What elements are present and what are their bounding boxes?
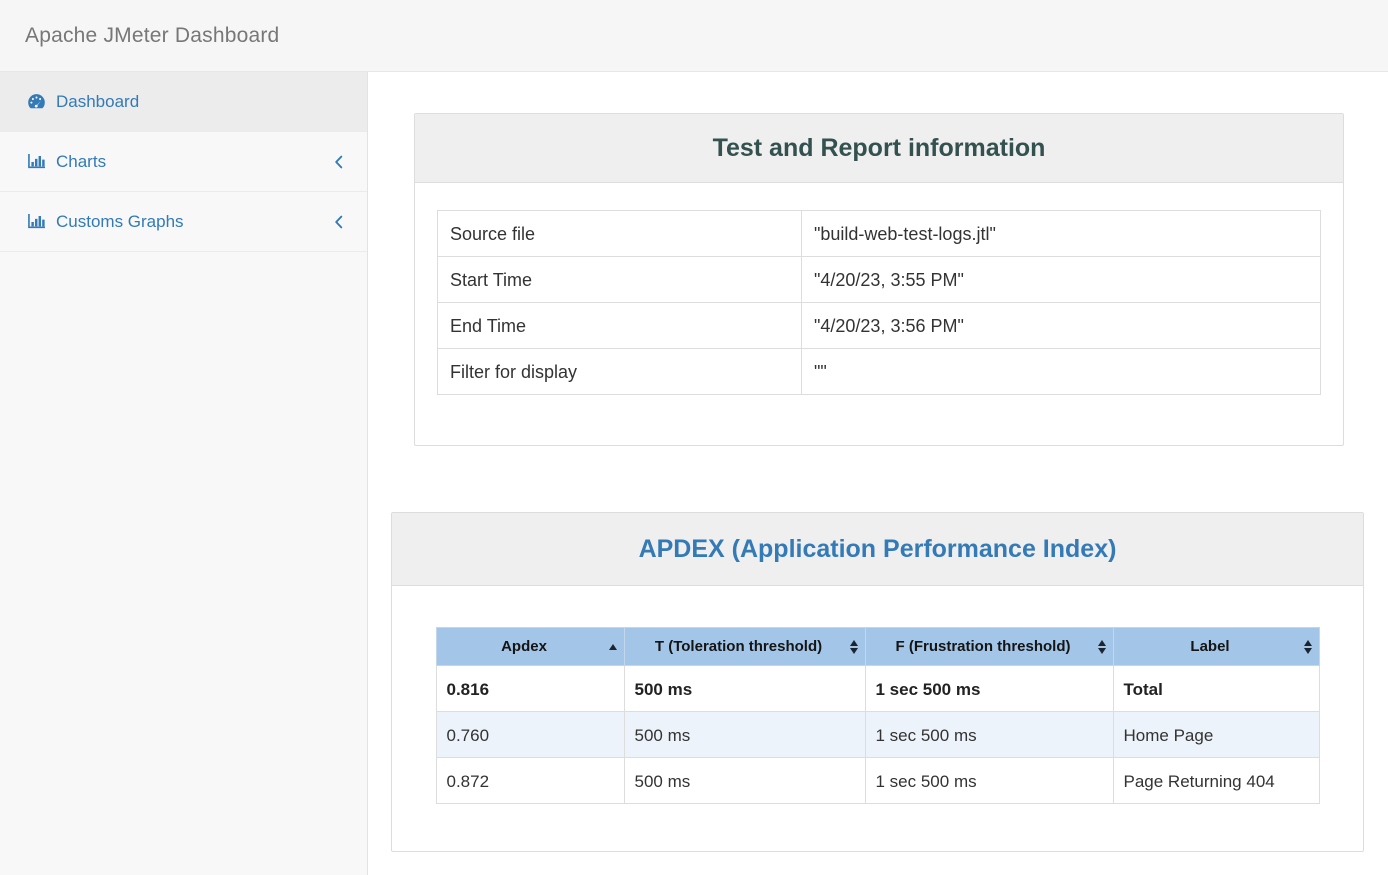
column-header-label: T (Toleration threshold) bbox=[654, 638, 823, 655]
tachometer-icon bbox=[25, 93, 47, 110]
test-info-panel-body: Source file "build-web-test-logs.jtl" St… bbox=[415, 183, 1343, 445]
label-value: Home Page bbox=[1112, 711, 1320, 758]
sidebar: Dashboard Charts bbox=[0, 72, 368, 875]
app-title: Apache JMeter Dashboard bbox=[25, 23, 280, 47]
column-header-apdex[interactable]: Apdex bbox=[435, 627, 625, 666]
bar-chart-icon bbox=[25, 213, 47, 230]
apdex-panel: APDEX (Application Performance Index) Ap… bbox=[391, 512, 1364, 852]
sidebar-item-charts[interactable]: Charts bbox=[0, 132, 367, 192]
label-value: Total bbox=[1112, 665, 1320, 712]
chevron-left-icon bbox=[334, 155, 343, 169]
app-header: Apache JMeter Dashboard bbox=[0, 0, 1388, 72]
toleration-value: 500 ms bbox=[623, 665, 866, 712]
apdex-value: 0.872 bbox=[435, 757, 625, 804]
frustration-value: 1 sec 500 ms bbox=[864, 711, 1114, 758]
toleration-value: 500 ms bbox=[623, 711, 866, 758]
table-row: End Time "4/20/23, 3:56 PM" bbox=[437, 302, 1321, 349]
apdex-row: 0.872 500 ms 1 sec 500 ms Page Returning… bbox=[435, 757, 1320, 804]
frustration-value: 1 sec 500 ms bbox=[864, 757, 1114, 804]
sidebar-item-label: Charts bbox=[56, 151, 107, 171]
sidebar-item-customs-graphs[interactable]: Customs Graphs bbox=[0, 192, 367, 252]
info-value: "4/20/23, 3:55 PM" bbox=[801, 256, 1321, 303]
apdex-title: APDEX (Application Performance Index) bbox=[638, 535, 1117, 563]
sort-asc-icon[interactable] bbox=[608, 643, 617, 650]
test-info-title: Test and Report information bbox=[712, 134, 1046, 162]
sidebar-item-label: Dashboard bbox=[56, 91, 140, 111]
main-content: Test and Report information Source file … bbox=[368, 72, 1388, 875]
info-label: Filter for display bbox=[437, 348, 802, 395]
sort-both-icon[interactable] bbox=[849, 639, 858, 654]
sort-both-icon[interactable] bbox=[1303, 639, 1312, 654]
apdex-table: Apdex T (Toleration threshold) F (Frustr… bbox=[435, 627, 1320, 804]
table-row: Filter for display "" bbox=[437, 348, 1321, 395]
table-row: Source file "build-web-test-logs.jtl" bbox=[437, 210, 1321, 257]
info-value: "build-web-test-logs.jtl" bbox=[801, 210, 1321, 257]
sidebar-item-label: Customs Graphs bbox=[56, 211, 184, 231]
info-label: Source file bbox=[437, 210, 802, 257]
info-value: "" bbox=[801, 348, 1321, 395]
apdex-header-row: Apdex T (Toleration threshold) F (Frustr… bbox=[435, 627, 1320, 666]
label-value: Page Returning 404 bbox=[1112, 757, 1320, 804]
frustration-value: 1 sec 500 ms bbox=[864, 665, 1114, 712]
test-info-panel: Test and Report information Source file … bbox=[414, 113, 1344, 446]
apdex-panel-body: Apdex T (Toleration threshold) F (Frustr… bbox=[392, 586, 1363, 851]
apdex-row: 0.760 500 ms 1 sec 500 ms Home Page bbox=[435, 711, 1320, 758]
bar-chart-icon bbox=[25, 153, 47, 170]
column-header-label: Label bbox=[1190, 638, 1230, 655]
apdex-row-total: 0.816 500 ms 1 sec 500 ms Total bbox=[435, 665, 1320, 712]
column-header-label: F (Frustration threshold) bbox=[895, 638, 1071, 655]
chevron-left-icon bbox=[334, 215, 343, 229]
test-info-table: Source file "build-web-test-logs.jtl" St… bbox=[437, 210, 1321, 395]
column-header-label-col[interactable]: Label bbox=[1112, 627, 1320, 666]
info-label: Start Time bbox=[437, 256, 802, 303]
sort-both-icon[interactable] bbox=[1097, 639, 1106, 654]
info-label: End Time bbox=[437, 302, 802, 349]
apdex-value: 0.760 bbox=[435, 711, 625, 758]
column-header-toleration[interactable]: T (Toleration threshold) bbox=[623, 627, 866, 666]
apdex-value: 0.816 bbox=[435, 665, 625, 712]
sidebar-item-dashboard[interactable]: Dashboard bbox=[0, 72, 367, 132]
column-header-frustration[interactable]: F (Frustration threshold) bbox=[864, 627, 1114, 666]
info-value: "4/20/23, 3:56 PM" bbox=[801, 302, 1321, 349]
apdex-panel-heading: APDEX (Application Performance Index) bbox=[392, 513, 1363, 586]
column-header-label: Apdex bbox=[501, 638, 547, 655]
table-row: Start Time "4/20/23, 3:55 PM" bbox=[437, 256, 1321, 303]
toleration-value: 500 ms bbox=[623, 757, 866, 804]
test-info-panel-heading: Test and Report information bbox=[415, 114, 1343, 183]
